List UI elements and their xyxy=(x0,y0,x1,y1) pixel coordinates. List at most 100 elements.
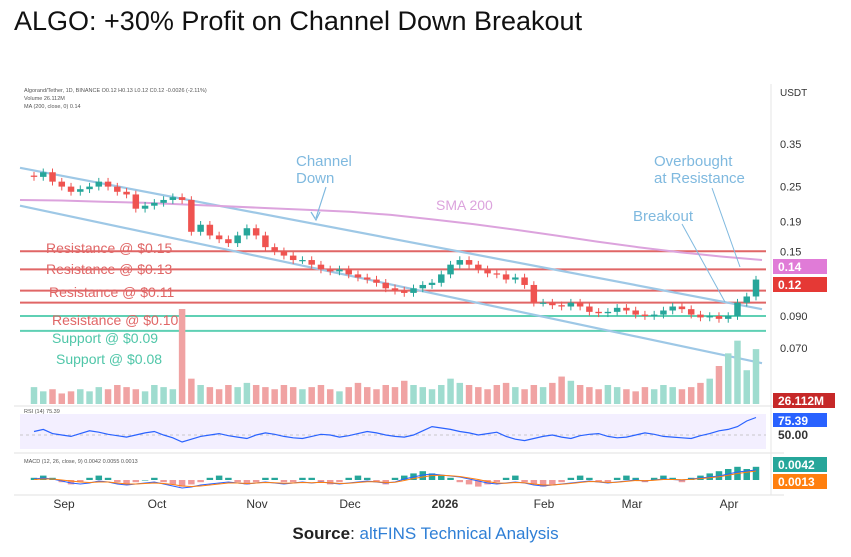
volume-bar xyxy=(40,391,47,404)
candle-body xyxy=(715,316,723,319)
price-badge-text: 0.12 xyxy=(778,278,802,292)
macd-histogram-bar xyxy=(141,480,149,481)
macd-histogram-bar xyxy=(650,477,658,480)
candle-body xyxy=(419,284,427,289)
price-badge-box xyxy=(773,474,827,489)
rsi-line xyxy=(33,416,757,443)
volume-bar xyxy=(67,391,75,404)
volume-bar xyxy=(401,380,408,404)
channel-arrow xyxy=(315,186,327,219)
volume-bar xyxy=(308,387,315,404)
volume-bar xyxy=(419,387,427,404)
candle-body xyxy=(734,302,741,316)
macd-histogram-bar xyxy=(595,480,602,483)
macd-histogram-bar xyxy=(160,480,167,483)
price-axis-tick: 0.19 xyxy=(780,216,801,228)
volume-bar xyxy=(475,387,482,404)
candle-body xyxy=(697,314,704,318)
level-label-support: Support @ $0.09 xyxy=(52,330,158,346)
macd-histogram-bar xyxy=(576,475,584,480)
rsi-legend: RSI (14) 75.39 xyxy=(24,409,60,415)
volume-bar xyxy=(326,389,334,404)
volume-bar xyxy=(382,385,389,404)
candle-body xyxy=(363,277,371,280)
volume-bar xyxy=(197,385,204,404)
level-label-resistance: Resistance @ $0.15 xyxy=(46,240,172,256)
volume-bar xyxy=(410,385,417,404)
macd-histogram-bar xyxy=(243,480,251,485)
candle-body xyxy=(613,307,621,312)
candle-body xyxy=(724,316,732,319)
volume-bar xyxy=(558,376,565,404)
volume-bar xyxy=(447,378,454,404)
volume-bar xyxy=(86,391,93,404)
volume-bar xyxy=(243,382,251,404)
macd-legend: MACD (12, 26, close, 9) 0.0042 0.0055 0.… xyxy=(24,459,138,465)
macd-histogram-bar xyxy=(271,477,278,480)
candle-body xyxy=(271,247,278,252)
macd-histogram-bar xyxy=(493,480,501,483)
volume-bar xyxy=(484,389,491,404)
volume-bar xyxy=(465,385,473,404)
volume-bar xyxy=(428,389,436,404)
macd-histogram-bar xyxy=(549,480,556,485)
price-badge-text: 0.0013 xyxy=(778,475,815,489)
candle-body xyxy=(549,302,556,306)
channel-annotation-line1: Channel xyxy=(296,153,352,170)
volume-bar xyxy=(234,387,241,404)
level-label-resistance: Resistance @ $0.13 xyxy=(46,261,172,277)
channel-upper-line xyxy=(19,166,763,311)
volume-bar xyxy=(530,385,538,404)
candle-body xyxy=(438,274,445,283)
macd-histogram-bar xyxy=(484,480,491,485)
volume-bar xyxy=(604,385,612,404)
price-badge-box xyxy=(773,259,827,274)
macd-histogram-bar xyxy=(95,475,103,480)
candle-body xyxy=(67,186,75,192)
volume-bar xyxy=(493,385,501,404)
volume-bar xyxy=(188,378,195,404)
macd-histogram-bar xyxy=(502,477,510,480)
macd-histogram-bar xyxy=(623,475,630,480)
volume-bar xyxy=(641,387,649,404)
legend-line: Algorand/Tether, 1D, BINANCE O0.12 H0.13… xyxy=(24,88,207,94)
channel-annotation-line2: Down xyxy=(296,170,334,187)
candle-body xyxy=(521,277,528,285)
volume-bar xyxy=(706,378,713,404)
macd-histogram-bar xyxy=(206,477,214,480)
price-badge-text: 0.14 xyxy=(778,260,802,274)
candle-body xyxy=(456,260,464,265)
candle-body xyxy=(373,279,380,283)
macd-histogram-bar xyxy=(104,477,112,480)
macd-histogram-bar xyxy=(178,480,186,487)
candle-body xyxy=(493,273,501,275)
source-link[interactable]: altFINS Technical Analysis xyxy=(359,524,559,543)
candle-body xyxy=(706,316,713,318)
candle-body xyxy=(280,251,288,256)
volume-bar xyxy=(262,387,269,404)
macd-histogram-bar xyxy=(632,477,639,480)
volume-bar xyxy=(669,387,676,404)
candle-body xyxy=(326,269,334,272)
candle-body xyxy=(197,224,204,232)
candle-body xyxy=(428,282,436,285)
volume-bar xyxy=(512,387,519,404)
volume-bar xyxy=(660,385,667,404)
volume-bar xyxy=(752,349,760,404)
volume-bar xyxy=(215,389,223,404)
macd-histogram-bar xyxy=(317,480,325,483)
candle-body xyxy=(558,305,565,307)
volume-bar xyxy=(225,385,232,404)
candle-body xyxy=(382,282,389,289)
macd-histogram-bar xyxy=(289,480,297,483)
x-axis-tick: Sep xyxy=(53,497,75,511)
volume-bar xyxy=(586,387,593,404)
source-line: Source: altFINS Technical Analysis xyxy=(0,524,851,544)
candle-body xyxy=(299,260,306,262)
candle-body xyxy=(262,235,269,248)
price-badge-text: 0.0042 xyxy=(778,458,815,472)
volume-bar xyxy=(271,389,278,404)
candle-body xyxy=(539,302,547,304)
macd-histogram-bar xyxy=(419,471,427,480)
candle-body xyxy=(123,191,130,195)
